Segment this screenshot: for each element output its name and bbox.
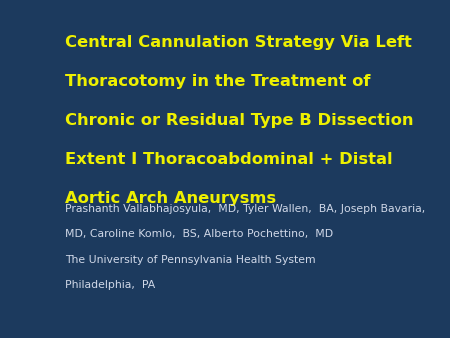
Text: Prashanth Vallabhajosyula,  MD, Tyler Wallen,  BA, Joseph Bavaria,: Prashanth Vallabhajosyula, MD, Tyler Wal… [65,204,426,215]
Text: Chronic or Residual Type B Dissection: Chronic or Residual Type B Dissection [65,113,414,128]
Text: The University of Pennsylvania Health System: The University of Pennsylvania Health Sy… [65,255,316,265]
Text: Thoracotomy in the Treatment of: Thoracotomy in the Treatment of [65,74,371,89]
Text: Philadelphia,  PA: Philadelphia, PA [65,280,156,290]
Text: MD, Caroline Komlo,  BS, Alberto Pochettino,  MD: MD, Caroline Komlo, BS, Alberto Pochetti… [65,229,333,239]
Text: Aortic Arch Aneurysms: Aortic Arch Aneurysms [65,191,276,206]
Text: Central Cannulation Strategy Via Left: Central Cannulation Strategy Via Left [65,35,412,50]
Text: Extent I Thoracoabdominal + Distal: Extent I Thoracoabdominal + Distal [65,152,393,167]
